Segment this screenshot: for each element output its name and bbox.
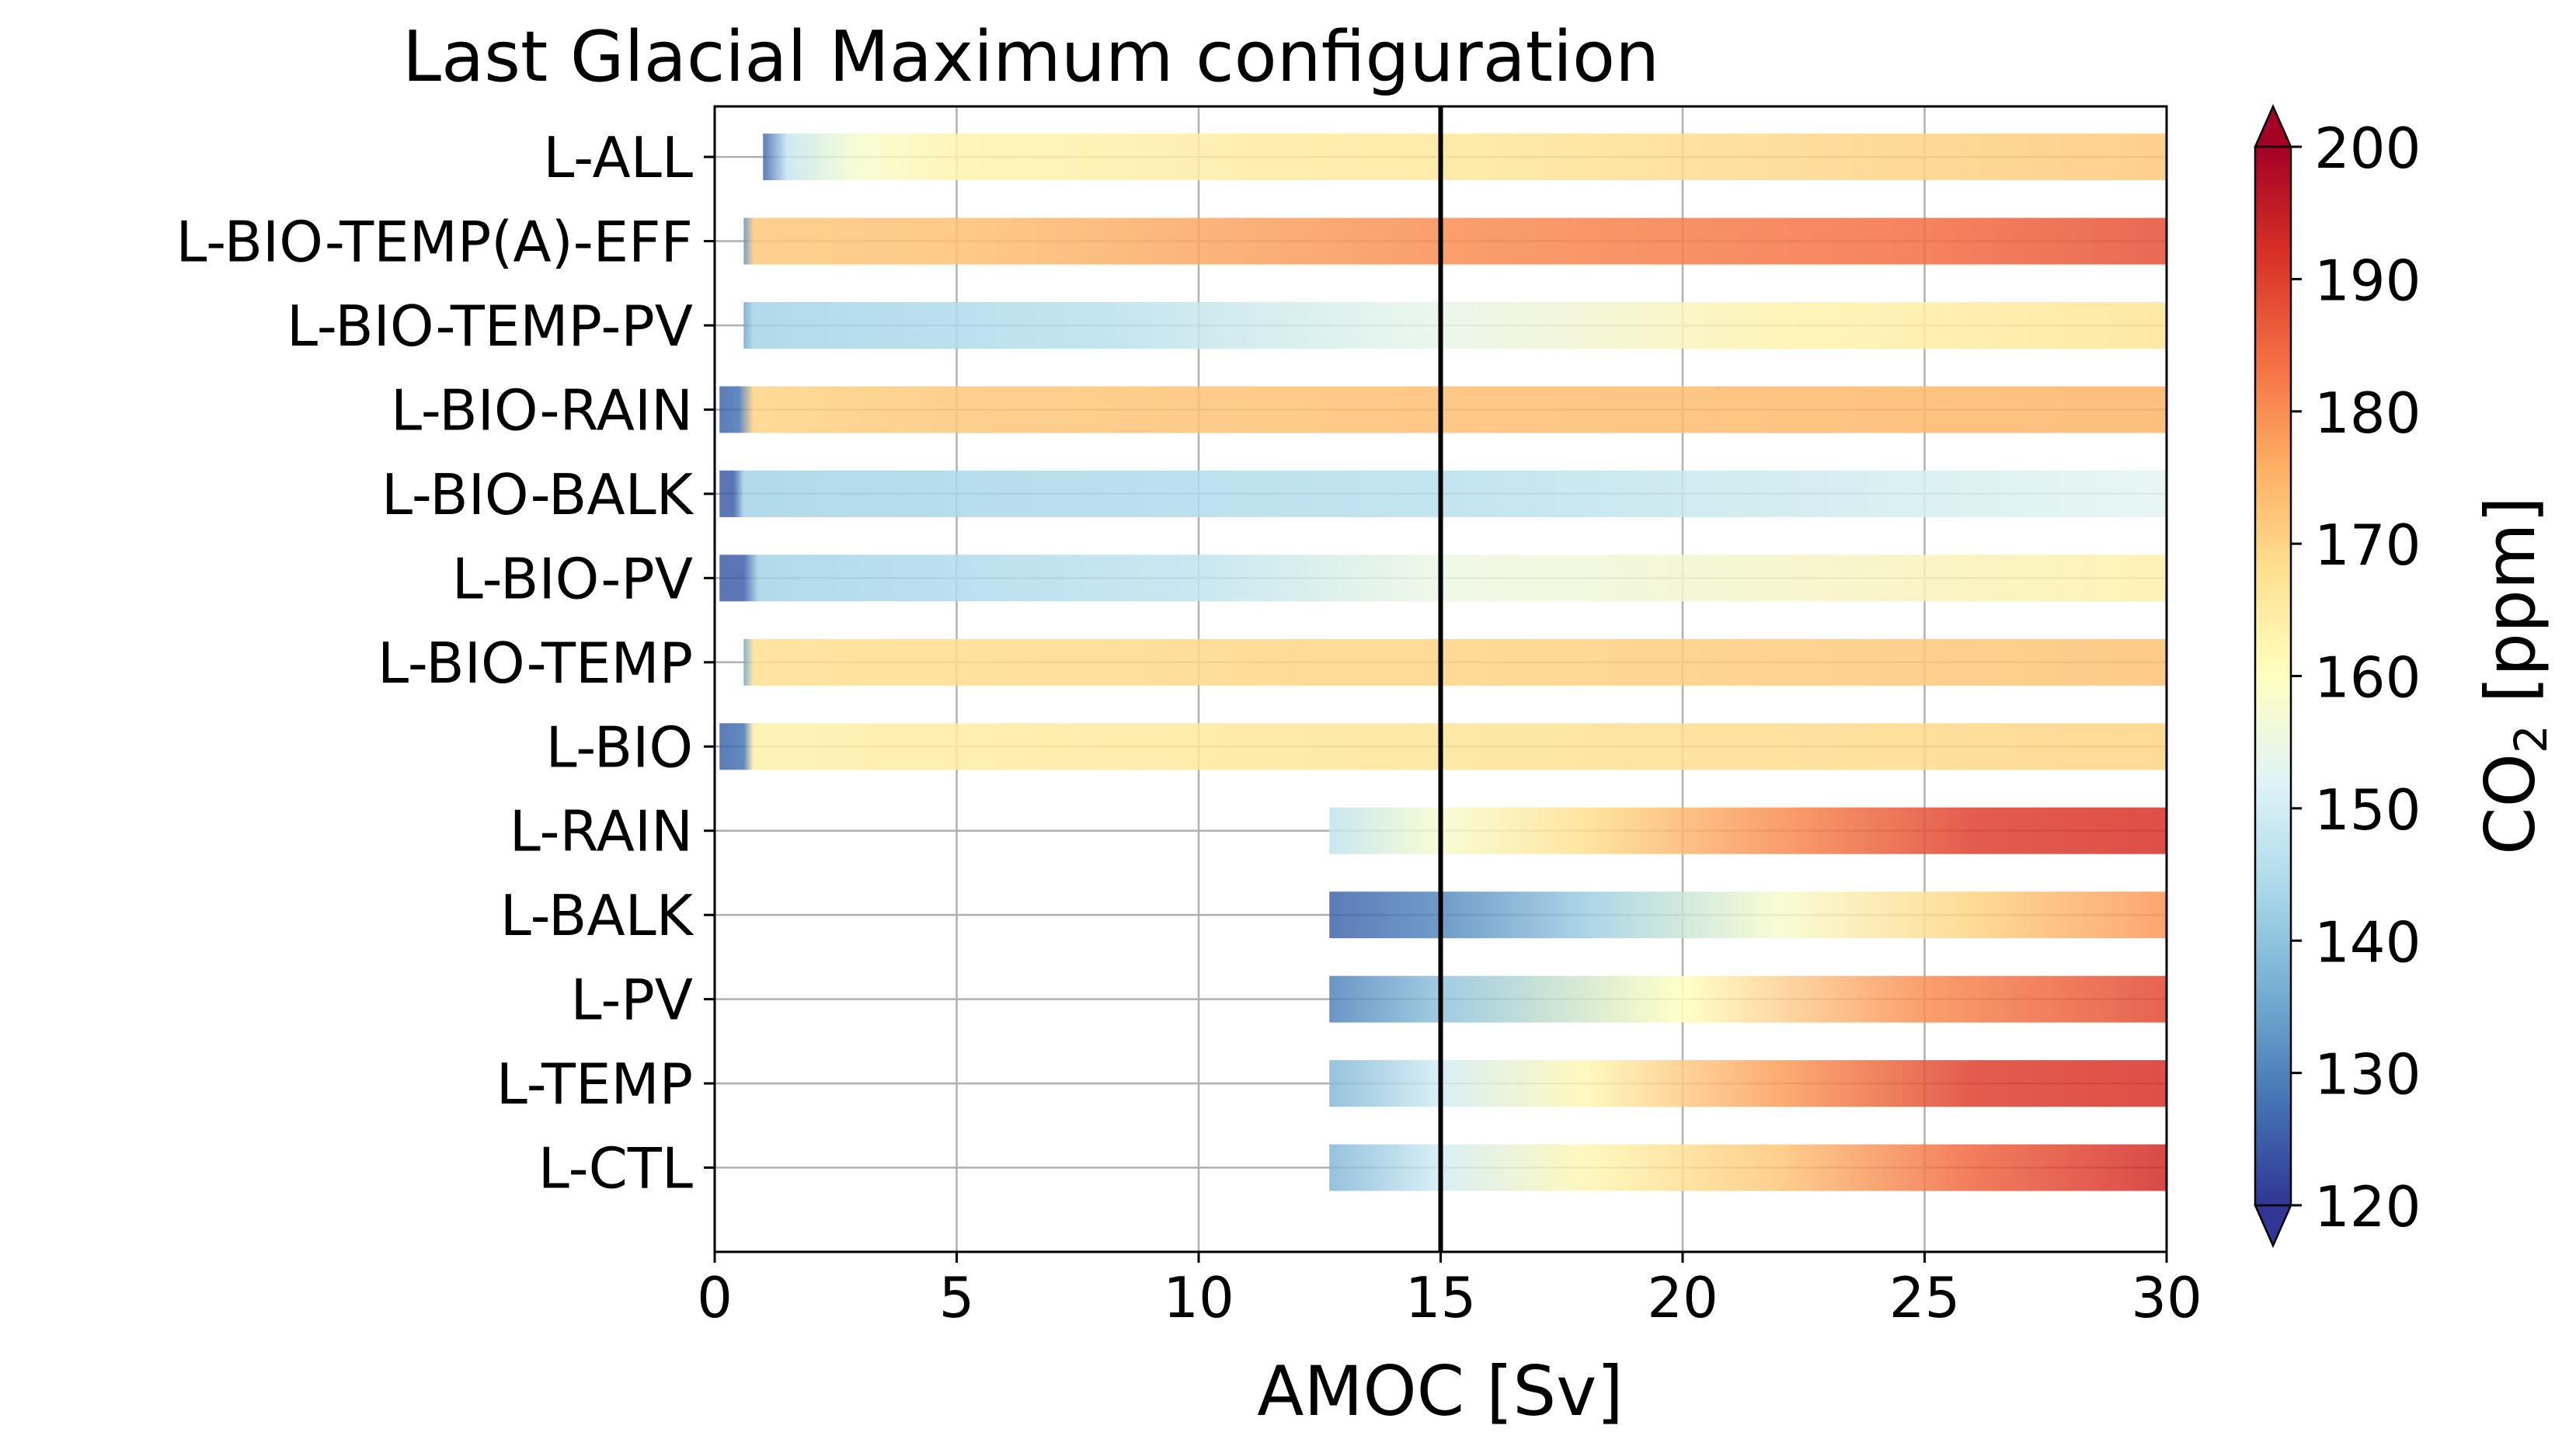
y-tick-label: L-TEMP (496, 1052, 693, 1117)
bar (743, 301, 2167, 349)
bar (1329, 892, 2167, 939)
x-tick-label: 0 (697, 1265, 733, 1330)
colorbar-extend-min (2254, 1204, 2292, 1249)
colorbar-tick-label: 120 (2314, 1174, 2421, 1239)
x-tick-label: 25 (1889, 1265, 1961, 1330)
colorbar-tick-label: 130 (2314, 1042, 2421, 1107)
bar (1329, 975, 2167, 1023)
bar (743, 638, 2167, 686)
y-tick-label: L-BALK (500, 883, 694, 948)
bar (719, 723, 2167, 770)
y-tick-label: L-BIO-TEMP (378, 631, 693, 696)
bar (763, 134, 2167, 181)
y-tick-label: L-BIO-BALK (381, 462, 694, 527)
y-tick-label: L-BIO-TEMP(A)-EFF (176, 210, 693, 275)
chart-title: Last Glacial Maximum configuration (402, 16, 1659, 98)
colorbar-tick-label: 190 (2314, 248, 2421, 313)
bar (1329, 807, 2167, 854)
bar (719, 470, 2167, 517)
x-axis-label: AMOC [Sv] (1257, 1351, 1623, 1431)
y-tick-label: L-BIO (545, 714, 693, 780)
colorbar-tick-label: 150 (2314, 777, 2421, 843)
x-tick-label: 15 (1405, 1265, 1477, 1330)
colorbar-tick-label: 170 (2314, 513, 2421, 578)
colorbar-tick-label: 140 (2314, 909, 2421, 975)
y-tick-label: L-ALL (543, 125, 693, 190)
colorbar-gradient (2254, 145, 2292, 1207)
colorbar-tick-label: 200 (2314, 116, 2421, 181)
bar (743, 217, 2167, 265)
x-tick-label: 20 (1647, 1265, 1718, 1330)
colorbar-tick-label: 180 (2314, 381, 2421, 446)
bar (719, 554, 2167, 602)
y-tick-label: L-CTL (538, 1136, 693, 1201)
x-axis: 0 5 10 15 20 25 30 (697, 1252, 2202, 1330)
x-tick-label: 10 (1163, 1265, 1234, 1330)
y-tick-label: L-PV (571, 968, 694, 1033)
y-tick-label: L-BIO-RAIN (391, 377, 693, 443)
colorbar-extend-max (2254, 103, 2292, 148)
colorbar: 120 130 140 150 160 170 180 190 200 CO2 [ppm] (2254, 103, 2557, 1249)
y-axis: L-ALL L-BIO-TEMP(A)-EFF L-BIO-TEMP-PV L-BIO… (176, 125, 715, 1201)
x-tick-label: 30 (2131, 1265, 2202, 1330)
bars (719, 134, 2167, 1191)
y-tick-label: L-RAIN (510, 799, 693, 864)
y-tick-label: L-BIO-PV (452, 546, 693, 611)
bar (719, 386, 2167, 433)
bar (1329, 1144, 2167, 1191)
bar (1329, 1060, 2167, 1107)
x-tick-label: 5 (939, 1265, 975, 1330)
y-tick-label: L-BIO-TEMP-PV (287, 294, 693, 359)
colorbar-label: CO2 [ppm] (2470, 496, 2557, 855)
colorbar-tick-label: 160 (2314, 645, 2421, 711)
